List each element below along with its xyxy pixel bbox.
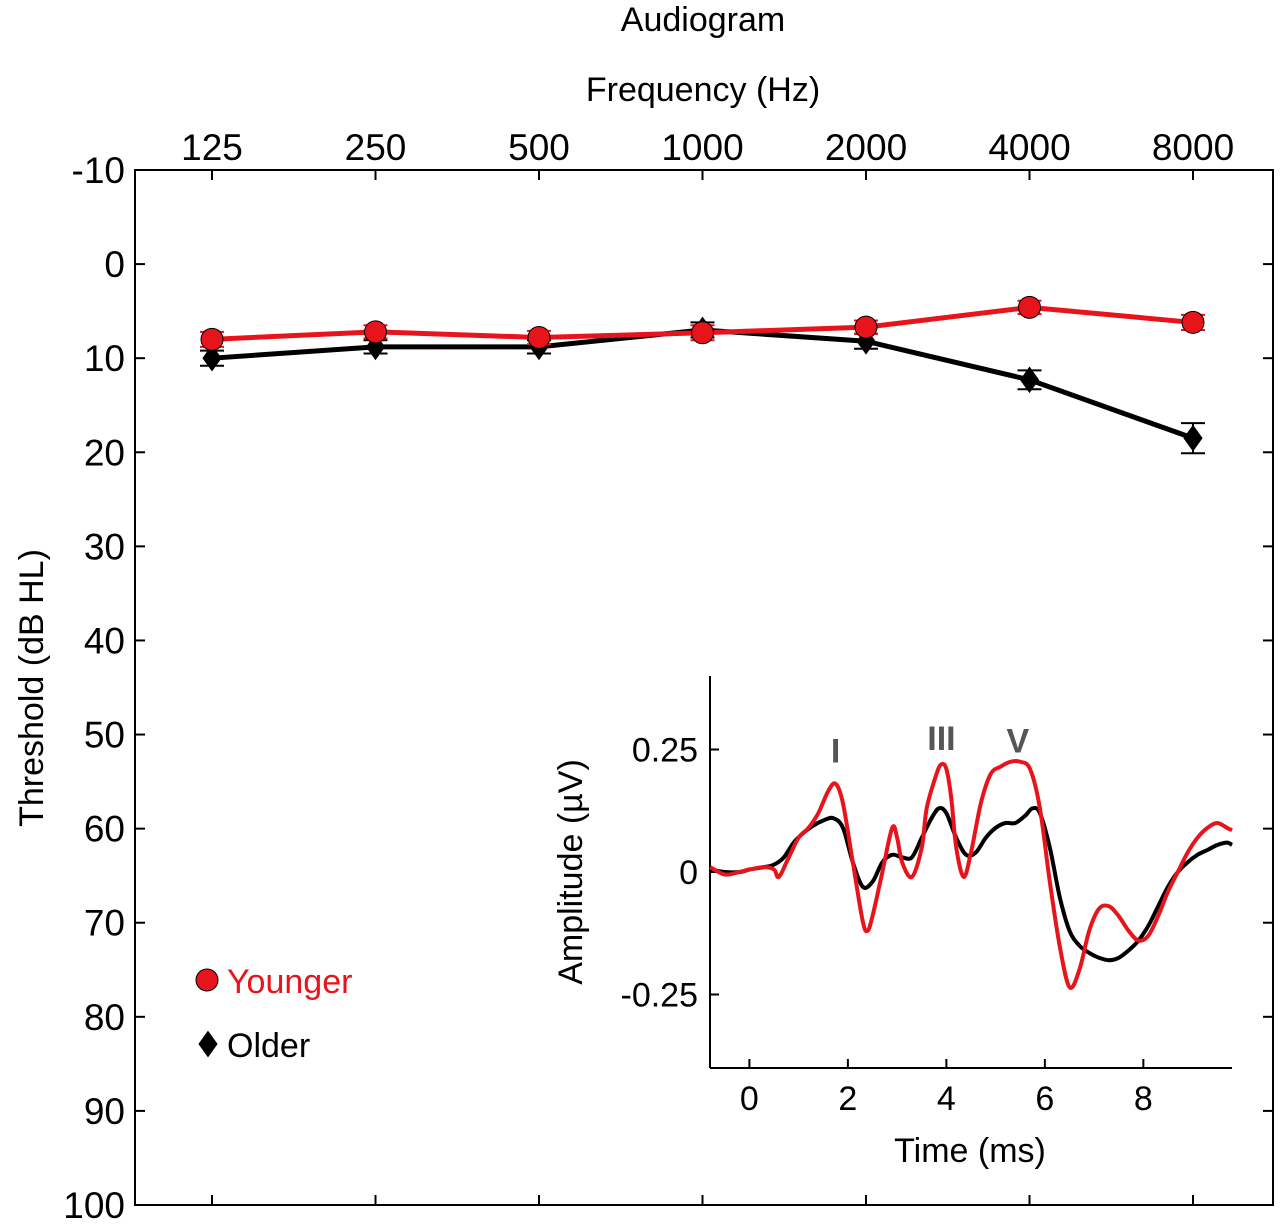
y-tick-label-50: 50 xyxy=(84,715,125,756)
inset-waveform-younger xyxy=(709,758,1233,990)
series-younger xyxy=(200,295,1205,351)
x-tick-label-125: 125 xyxy=(181,127,243,168)
legend-younger-label: Younger xyxy=(227,963,352,1001)
y-tick-label-0: 0 xyxy=(104,244,125,285)
inset-y-tick-label-0-25: 0.25 xyxy=(632,732,698,770)
data-point-older-125 xyxy=(202,344,222,372)
y-tick-label-40: 40 xyxy=(84,620,125,661)
main-plot-frame xyxy=(134,169,1274,1206)
inset-peak-label-i: I xyxy=(831,732,840,770)
legend-younger-symbol xyxy=(195,968,219,992)
inset-peak-label-iii: III xyxy=(927,720,955,758)
legend-younger-marker xyxy=(195,968,219,992)
y-tick-label-20: 20 xyxy=(84,432,125,473)
inset-peak-label-v: V xyxy=(1006,723,1029,761)
inset-x-tick-label-0: 0 xyxy=(740,1080,759,1118)
x-tick-label-8000: 8000 xyxy=(1152,127,1234,168)
inset-waveform-older xyxy=(709,805,1234,963)
inset-x-tick-label-6: 6 xyxy=(1035,1080,1054,1118)
x-tick-label-2000: 2000 xyxy=(825,127,907,168)
y-tick-label-60: 60 xyxy=(84,809,125,850)
x-tick-label-1000: 1000 xyxy=(661,127,743,168)
main-title: Audiogram xyxy=(621,1,785,39)
data-point-younger-4000 xyxy=(1018,295,1041,319)
main-y-axis-label: Threshold (dB HL) xyxy=(13,549,51,827)
inset-x-tick-label-8: 8 xyxy=(1134,1080,1153,1118)
legend-older-label: Older xyxy=(227,1027,310,1065)
inset-x-tick-label-2: 2 xyxy=(838,1080,857,1118)
y-tick-label-10: 10 xyxy=(84,338,125,379)
inset-x-axis-label: Time (ms) xyxy=(894,1132,1046,1170)
legend-older-symbol xyxy=(198,1030,218,1058)
data-point-older-8000 xyxy=(1183,424,1203,452)
legend: Younger Older xyxy=(195,963,352,1065)
data-point-younger-1000 xyxy=(691,321,714,345)
y-tick-label-30: 30 xyxy=(84,526,125,567)
data-point-younger-500 xyxy=(527,325,551,349)
legend-older-marker xyxy=(198,1030,218,1058)
data-point-younger-125 xyxy=(200,327,224,351)
inset-y-axis-label: Amplitude (µV) xyxy=(552,759,590,985)
y-tick-label-10: -10 xyxy=(72,150,125,191)
inset-x-tick-label-4: 4 xyxy=(937,1080,956,1118)
data-point-younger-2000 xyxy=(854,315,878,339)
y-tick-label-90: 90 xyxy=(84,1091,125,1132)
main-plot: 125 250 500 1000 2000 4000 8000-10010203040506… xyxy=(63,127,1274,1225)
x-tick-label-250: 250 xyxy=(345,127,407,168)
y-tick-label-80: 80 xyxy=(84,997,125,1038)
y-tick-label-70: 70 xyxy=(84,903,125,944)
series-line-older xyxy=(211,327,1194,441)
inset-y-tick-label-0-25: -0.25 xyxy=(621,977,699,1015)
x-tick-label-4000: 4000 xyxy=(988,127,1070,168)
data-point-older-4000 xyxy=(1019,366,1040,394)
data-point-younger-250 xyxy=(364,320,387,344)
inset-y-tick-label-0: 0 xyxy=(679,854,698,892)
data-point-younger-8000 xyxy=(1181,310,1205,334)
x-tick-label-500: 500 xyxy=(508,127,570,168)
y-tick-label-100: 100 xyxy=(63,1185,125,1225)
main-x-axis-label: Frequency (Hz) xyxy=(586,71,820,109)
